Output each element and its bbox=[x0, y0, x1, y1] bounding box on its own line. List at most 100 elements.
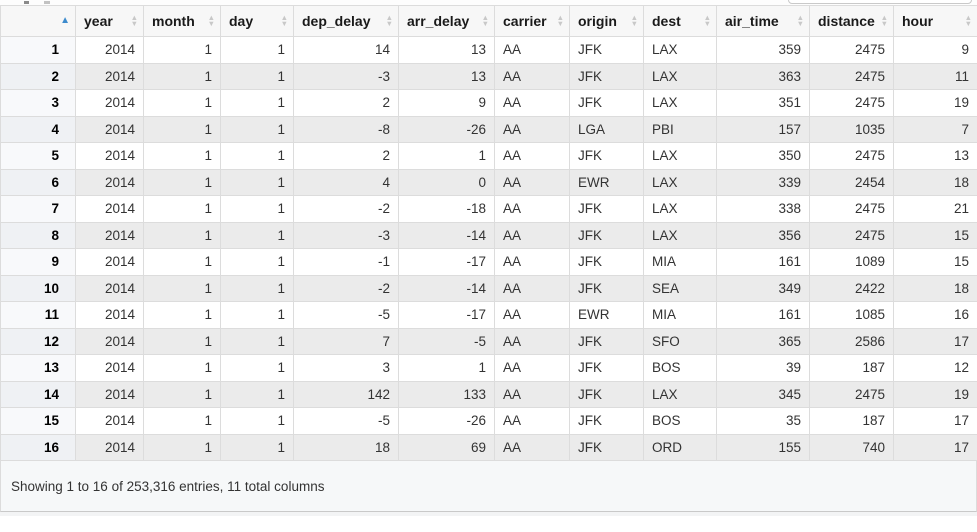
cell-hour: 13 bbox=[893, 142, 977, 170]
column-header-row-index[interactable]: ▲ bbox=[0, 5, 76, 37]
table-row[interactable]: 2 2014 1 1 -3 13 AA JFK LAX 363 2475 11 bbox=[0, 62, 977, 90]
table-info-text: Showing 1 to 16 of 253,316 entries, 11 t… bbox=[11, 478, 325, 494]
cell-hour: 19 bbox=[893, 380, 977, 408]
cell-origin: LGA bbox=[569, 115, 644, 143]
table-row[interactable]: 15 2014 1 1 -5 -26 AA JFK BOS 35 187 17 bbox=[0, 407, 977, 435]
table-row[interactable]: 3 2014 1 1 2 9 AA JFK LAX 351 2475 19 bbox=[0, 89, 977, 117]
cell-carrier: AA bbox=[494, 221, 570, 249]
cell-arr_delay: -5 bbox=[398, 327, 495, 355]
cell-day: 1 bbox=[220, 301, 294, 329]
cell-origin: JFK bbox=[569, 380, 644, 408]
cell-arr_delay: -17 bbox=[398, 248, 495, 276]
cell-dest: SEA bbox=[643, 274, 717, 302]
cell-carrier: AA bbox=[494, 142, 570, 170]
column-header-year[interactable]: year ▲ ▼ bbox=[75, 5, 144, 37]
flights-data-table: ▲ year ▲ ▼ month ▲ ▼ day ▲ ▼ dep_delay ▲ ▼ arr_delay ▲… bbox=[0, 5, 977, 461]
table-row[interactable]: 9 2014 1 1 -1 -17 AA JFK MIA 161 1089 15 bbox=[0, 248, 977, 276]
cell-dep_delay: -2 bbox=[293, 274, 399, 302]
cell-dest: MIA bbox=[643, 301, 717, 329]
column-header-month[interactable]: month ▲ ▼ bbox=[143, 5, 221, 37]
cell-month: 1 bbox=[143, 274, 221, 302]
table-body: 1 2014 1 1 14 13 AA JFK LAX 359 2475 9 2 2014 1 1 -3 13 AA… bbox=[0, 36, 977, 461]
table-row[interactable]: 5 2014 1 1 2 1 AA JFK LAX 350 2475 13 bbox=[0, 142, 977, 170]
cell-air_time: 345 bbox=[716, 380, 810, 408]
cell-distance: 2475 bbox=[809, 221, 894, 249]
sort-both-icon: ▲ ▼ bbox=[207, 13, 215, 28]
column-header-label: hour bbox=[902, 13, 934, 29]
cell-month: 1 bbox=[143, 407, 221, 435]
table-row[interactable]: 8 2014 1 1 -3 -14 AA JFK LAX 356 2475 15 bbox=[0, 221, 977, 249]
cell-carrier: AA bbox=[494, 274, 570, 302]
cell-month: 1 bbox=[143, 36, 221, 64]
cell-distance: 2475 bbox=[809, 89, 894, 117]
cell-arr_delay: -17 bbox=[398, 301, 495, 329]
column-header-dest[interactable]: dest ▲ ▼ bbox=[643, 5, 717, 37]
cell-month: 1 bbox=[143, 301, 221, 329]
row-index-cell: 8 bbox=[0, 221, 76, 249]
column-header-dep_delay[interactable]: dep_delay ▲ ▼ bbox=[293, 5, 399, 37]
cell-carrier: AA bbox=[494, 248, 570, 276]
row-index-cell: 4 bbox=[0, 115, 76, 143]
cell-carrier: AA bbox=[494, 354, 570, 382]
table-row[interactable]: 7 2014 1 1 -2 -18 AA JFK LAX 338 2475 21 bbox=[0, 195, 977, 223]
cell-origin: JFK bbox=[569, 327, 644, 355]
row-index-cell: 15 bbox=[0, 407, 76, 435]
cell-year: 2014 bbox=[75, 62, 144, 90]
cell-origin: JFK bbox=[569, 195, 644, 223]
table-row[interactable]: 12 2014 1 1 7 -5 AA JFK SFO 365 2586 17 bbox=[0, 327, 977, 355]
cell-year: 2014 bbox=[75, 195, 144, 223]
cell-hour: 7 bbox=[893, 115, 977, 143]
cell-year: 2014 bbox=[75, 407, 144, 435]
cell-year: 2014 bbox=[75, 380, 144, 408]
cell-arr_delay: 1 bbox=[398, 354, 495, 382]
table-row[interactable]: 6 2014 1 1 4 0 AA EWR LAX 339 2454 18 bbox=[0, 168, 977, 196]
cell-hour: 17 bbox=[893, 433, 977, 461]
cell-month: 1 bbox=[143, 433, 221, 461]
column-header-label: air_time bbox=[725, 13, 779, 29]
cell-hour: 16 bbox=[893, 301, 977, 329]
cell-dest: LAX bbox=[643, 195, 717, 223]
table-row[interactable]: 11 2014 1 1 -5 -17 AA EWR MIA 161 1085 16 bbox=[0, 301, 977, 329]
column-header-hour[interactable]: hour ▲ ▼ bbox=[893, 5, 977, 37]
cell-air_time: 363 bbox=[716, 62, 810, 90]
cell-origin: JFK bbox=[569, 89, 644, 117]
row-index-cell: 3 bbox=[0, 89, 76, 117]
cell-air_time: 350 bbox=[716, 142, 810, 170]
table-header: ▲ year ▲ ▼ month ▲ ▼ day ▲ ▼ dep_delay ▲ ▼ arr_delay ▲… bbox=[0, 5, 977, 37]
cell-distance: 187 bbox=[809, 407, 894, 435]
cell-dep_delay: -5 bbox=[293, 407, 399, 435]
cell-dep_delay: 2 bbox=[293, 142, 399, 170]
row-index-cell: 10 bbox=[0, 274, 76, 302]
table-row[interactable]: 14 2014 1 1 142 133 AA JFK LAX 345 2475 19 bbox=[0, 380, 977, 408]
cell-dep_delay: -2 bbox=[293, 195, 399, 223]
column-header-carrier[interactable]: carrier ▲ ▼ bbox=[494, 5, 570, 37]
cell-air_time: 339 bbox=[716, 168, 810, 196]
column-header-distance[interactable]: distance ▲ ▼ bbox=[809, 5, 894, 37]
row-index-cell: 6 bbox=[0, 168, 76, 196]
cell-dep_delay: -1 bbox=[293, 248, 399, 276]
table-row[interactable]: 16 2014 1 1 18 69 AA JFK ORD 155 740 17 bbox=[0, 433, 977, 461]
cell-dest: LAX bbox=[643, 168, 717, 196]
table-row[interactable]: 10 2014 1 1 -2 -14 AA JFK SEA 349 2422 18 bbox=[0, 274, 977, 302]
cell-dest: ORD bbox=[643, 433, 717, 461]
table-row[interactable]: 1 2014 1 1 14 13 AA JFK LAX 359 2475 9 bbox=[0, 36, 977, 64]
cell-arr_delay: 133 bbox=[398, 380, 495, 408]
table-row[interactable]: 4 2014 1 1 -8 -26 AA LGA PBI 157 1035 7 bbox=[0, 115, 977, 143]
column-header-air_time[interactable]: air_time ▲ ▼ bbox=[716, 5, 810, 37]
table-row[interactable]: 13 2014 1 1 3 1 AA JFK BOS 39 187 12 bbox=[0, 354, 977, 382]
cell-arr_delay: -14 bbox=[398, 221, 495, 249]
column-header-arr_delay[interactable]: arr_delay ▲ ▼ bbox=[398, 5, 495, 37]
column-header-origin[interactable]: origin ▲ ▼ bbox=[569, 5, 644, 37]
cell-month: 1 bbox=[143, 89, 221, 117]
column-header-label: carrier bbox=[503, 13, 547, 29]
row-index-cell: 11 bbox=[0, 301, 76, 329]
column-header-day[interactable]: day ▲ ▼ bbox=[220, 5, 294, 37]
cell-air_time: 161 bbox=[716, 301, 810, 329]
cell-distance: 2454 bbox=[809, 168, 894, 196]
cell-carrier: AA bbox=[494, 407, 570, 435]
cell-air_time: 157 bbox=[716, 115, 810, 143]
search-input[interactable] bbox=[788, 0, 972, 4]
cell-dep_delay: -3 bbox=[293, 221, 399, 249]
cell-dest: LAX bbox=[643, 62, 717, 90]
cell-origin: EWR bbox=[569, 168, 644, 196]
